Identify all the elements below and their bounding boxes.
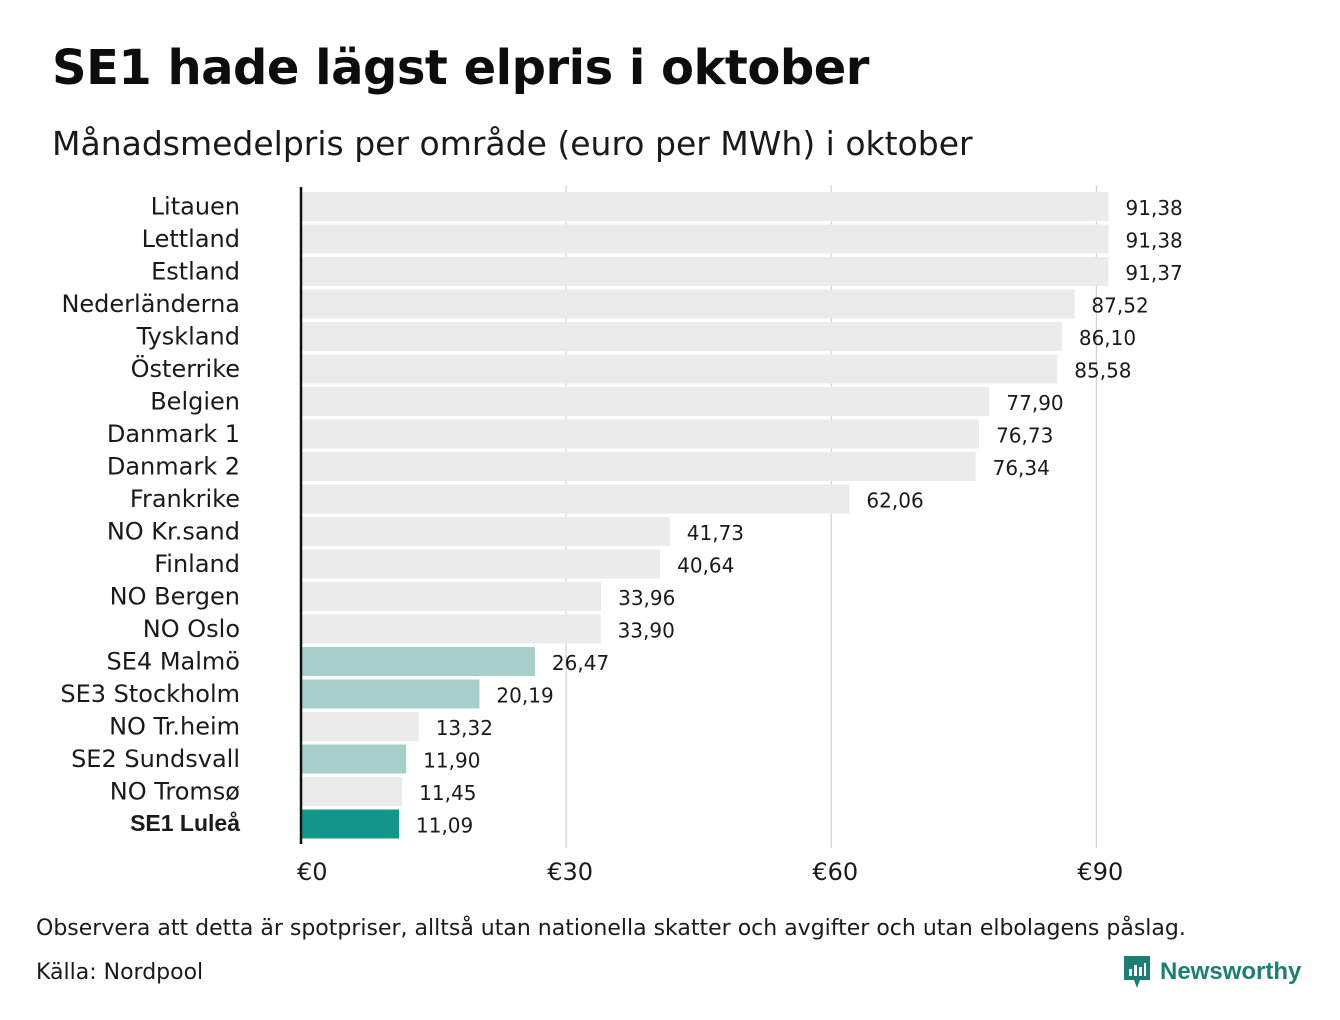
category-label: SE1 Luleå xyxy=(130,810,240,836)
bar-chart: Litauen 91,38 Lettland 91,38 Estland 91,37 Ned… xyxy=(60,185,1183,886)
bar xyxy=(301,354,1058,384)
newsworthy-logo-icon xyxy=(1124,956,1150,988)
footnote: Observera att detta är spotpriser, allts… xyxy=(36,916,1186,941)
chart-subtitle: Månadsmedelpris per område (euro per MWh… xyxy=(52,124,973,163)
data-label: 86,10 xyxy=(1079,326,1136,350)
logo-text: Newsworthy xyxy=(1160,958,1302,985)
chart-title: SE1 hade lägst elpris i oktober xyxy=(52,40,869,96)
data-label: 76,34 xyxy=(993,456,1050,480)
category-label: NO Tr.heim xyxy=(109,713,240,741)
bar xyxy=(301,257,1109,286)
data-label: 11,90 xyxy=(423,749,480,773)
data-label: 33,90 xyxy=(618,619,675,643)
category-label: Danmark 1 xyxy=(107,420,240,448)
category-label: NO Kr.sand xyxy=(107,518,240,546)
bar xyxy=(301,452,976,481)
source-line: Källa: Nordpool xyxy=(36,960,204,985)
category-label: Frankrike xyxy=(130,485,240,513)
data-label: 20,19 xyxy=(496,684,553,708)
bar xyxy=(301,777,403,806)
category-label: Tyskland xyxy=(136,323,240,351)
bar xyxy=(301,549,661,579)
category-label: NO Bergen xyxy=(110,583,240,611)
bar xyxy=(301,679,480,709)
data-label: 13,32 xyxy=(436,716,493,740)
bar xyxy=(301,614,601,644)
bar xyxy=(301,419,980,449)
category-label: Danmark 2 xyxy=(107,453,240,481)
bar xyxy=(301,192,1109,221)
x-tick-label: €60 xyxy=(812,858,858,886)
category-label: SE4 Malmö xyxy=(107,648,240,676)
data-label: 40,64 xyxy=(677,554,734,578)
data-label: 76,73 xyxy=(996,424,1053,448)
category-label: Lettland xyxy=(142,225,240,253)
data-label: 26,47 xyxy=(552,651,609,675)
category-label: Belgien xyxy=(150,388,240,416)
data-label: 87,52 xyxy=(1091,294,1148,318)
bar xyxy=(301,712,419,741)
data-label: 91,38 xyxy=(1126,229,1183,253)
bar xyxy=(301,809,400,839)
category-label: Estland xyxy=(151,258,240,286)
category-label: Finland xyxy=(154,550,240,578)
data-label: 77,90 xyxy=(1006,391,1063,415)
category-label: Litauen xyxy=(151,193,240,221)
data-label: 11,09 xyxy=(416,814,473,838)
category-label: Nederländerna xyxy=(61,290,240,318)
category-label: NO Tromsø xyxy=(110,778,240,806)
bar xyxy=(301,517,670,546)
bar xyxy=(301,484,850,514)
data-label: 62,06 xyxy=(866,489,923,513)
category-label: NO Oslo xyxy=(143,615,240,643)
data-label: 85,58 xyxy=(1074,359,1131,383)
bar xyxy=(301,289,1075,319)
category-label: Österrike xyxy=(131,354,240,383)
x-tick-label: €30 xyxy=(547,858,593,886)
data-label: 11,45 xyxy=(419,781,476,805)
category-label: SE2 Sundsvall xyxy=(71,745,240,773)
category-label: SE3 Stockholm xyxy=(60,680,240,708)
data-label: 41,73 xyxy=(687,521,744,545)
newsworthy-logo: Newsworthy xyxy=(1122,952,1301,992)
bar xyxy=(301,647,535,676)
bar xyxy=(301,744,407,774)
bar xyxy=(301,322,1062,351)
data-label: 33,96 xyxy=(618,586,675,610)
x-tick-label: €0 xyxy=(297,858,328,886)
bar xyxy=(301,582,602,611)
bar xyxy=(301,387,990,416)
bar xyxy=(301,224,1109,254)
data-label: 91,38 xyxy=(1126,196,1183,220)
data-label: 91,37 xyxy=(1125,261,1182,285)
x-tick-label: €90 xyxy=(1077,858,1123,886)
